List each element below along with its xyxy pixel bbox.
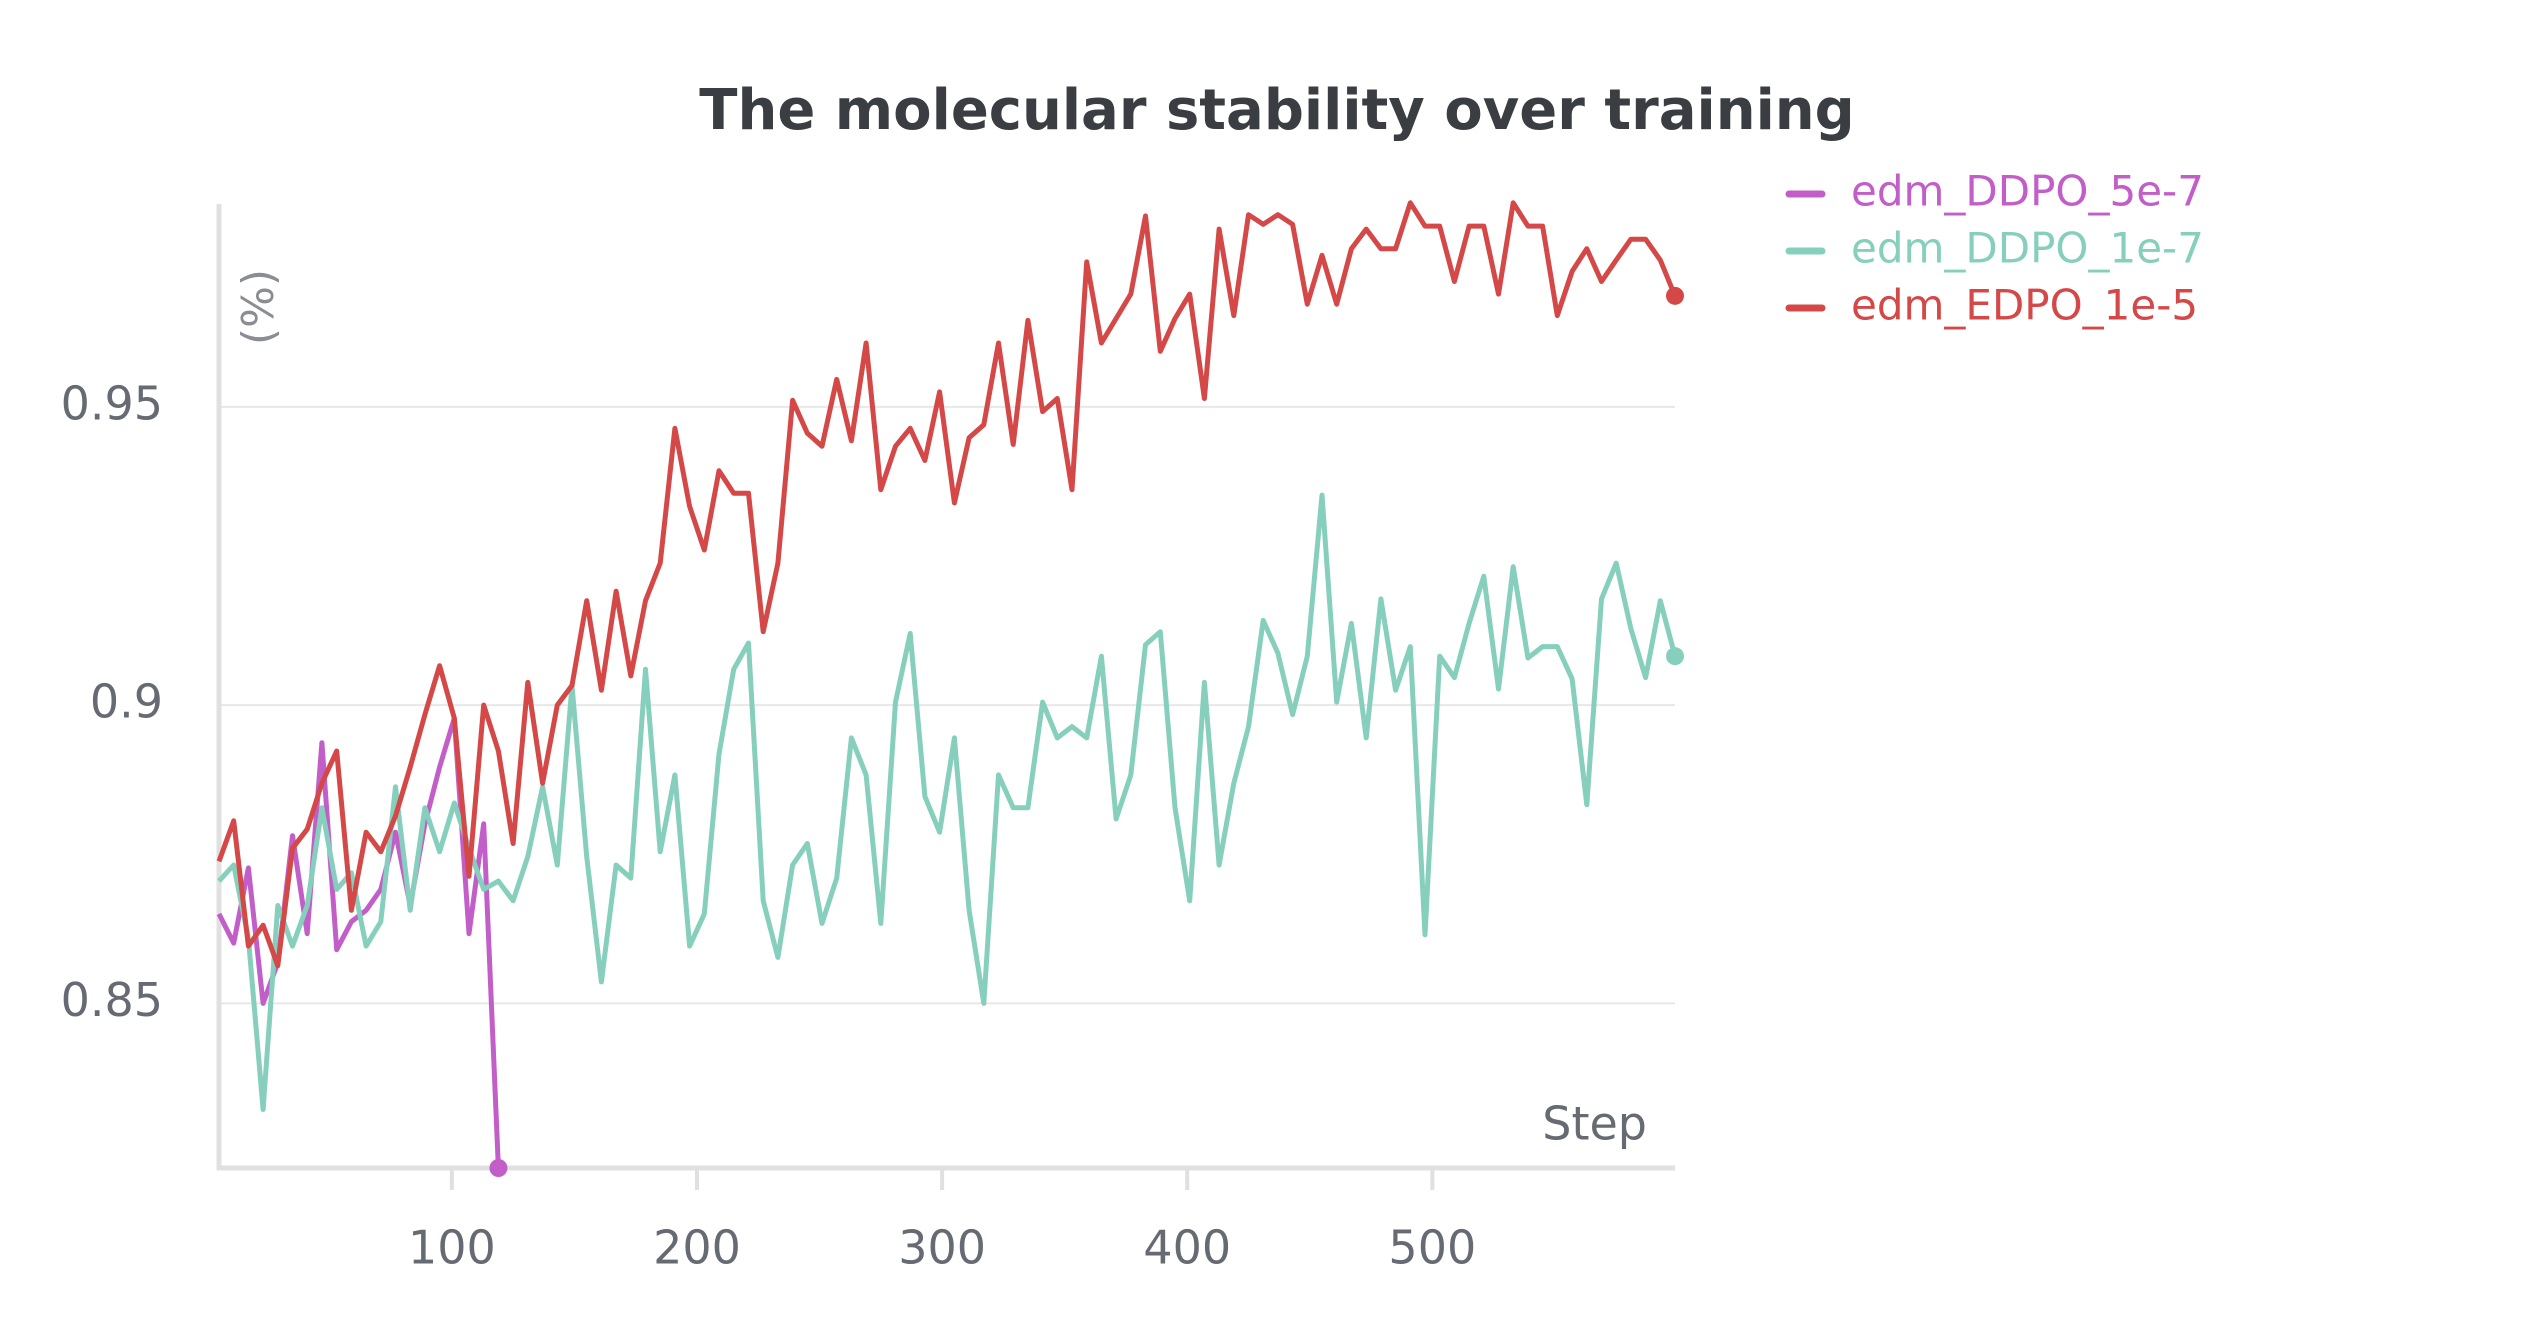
x-tick-label: 500 [1388, 1221, 1476, 1275]
legend-label: edm_DDPO_5e-7 [1851, 167, 2204, 216]
y-tick-label: 0.95 [61, 376, 163, 430]
x-tick-label: 300 [898, 1221, 986, 1275]
x-tick-label: 100 [408, 1221, 496, 1275]
series-end-point [1666, 647, 1684, 666]
x-tick-label: 200 [653, 1221, 741, 1275]
x-tick-label: 400 [1143, 1221, 1231, 1275]
legend-label: edm_DDPO_1e-7 [1851, 224, 2204, 273]
x-axis-label: Step [1542, 1097, 1647, 1151]
y-tick-label: 0.9 [90, 675, 163, 729]
series-line [217, 492, 1678, 1112]
series-end-point [1666, 286, 1684, 305]
chart-title: The molecular stability over training [699, 78, 1855, 143]
y-axis-label: (%) [233, 269, 284, 345]
legend-label: edm_EDPO_1e-5 [1851, 281, 2198, 330]
series-end-point [489, 1159, 508, 1177]
series-line [216, 200, 1678, 969]
y-tick-label: 0.85 [61, 973, 163, 1027]
